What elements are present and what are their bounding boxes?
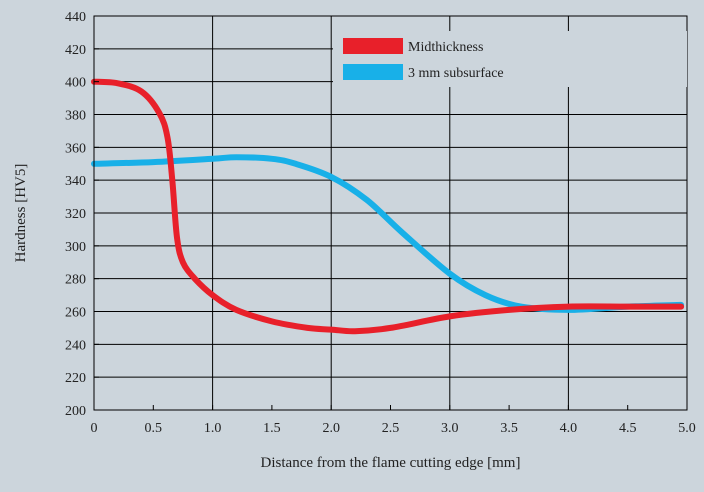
y-tick-label: 360: [65, 141, 86, 156]
x-tick-label: 0: [91, 421, 98, 436]
y-tick-label: 320: [65, 207, 86, 222]
y-tick-label: 400: [65, 76, 86, 91]
legend-label-midthickness: Midthickness: [408, 40, 483, 55]
x-tick-label: 3.0: [441, 421, 459, 436]
x-tick-label: 1.5: [263, 421, 281, 436]
y-tick-label: 280: [65, 273, 86, 288]
y-tick-label: 260: [65, 306, 86, 321]
legend-swatch-3-mm-subsurface: [343, 64, 403, 80]
tick-labels: 0 0.5 1.0 1.5 2.0 2.5 3.0 3.5 4.0 4.5 5.0 200 220 240…: [65, 10, 696, 436]
y-tick-label: 420: [65, 43, 86, 58]
y-tick-label: 240: [65, 338, 86, 353]
x-tick-label: 2.0: [322, 421, 340, 436]
x-tick-label: 3.5: [500, 421, 518, 436]
x-tick-label: 1.0: [204, 421, 222, 436]
y-tick-label: 200: [65, 404, 86, 419]
legend-swatch-midthickness: [343, 38, 403, 54]
y-tick-label: 380: [65, 109, 86, 124]
y-tick-label: 220: [65, 371, 86, 386]
y-tick-label: 440: [65, 10, 86, 25]
x-tick-label: 5.0: [678, 421, 696, 436]
y-tick-label: 300: [65, 240, 86, 255]
legend-label-3-mm-subsurface: 3 mm subsurface: [408, 66, 504, 81]
x-tick-label: 0.5: [145, 421, 163, 436]
legend: Midthickness 3 mm subsurface: [333, 31, 687, 87]
x-tick-label: 4.0: [560, 421, 578, 436]
series-lines: [91, 78, 685, 335]
x-axis-title: Distance from the flame cutting edge [mm…: [261, 455, 521, 471]
x-tick-label: 2.5: [382, 421, 400, 436]
y-tick-label: 340: [65, 174, 86, 189]
y-axis-title: Hardness [HV5]: [13, 164, 29, 263]
series-line-midthickness: [91, 78, 685, 335]
x-tick-label: 4.5: [619, 421, 637, 436]
